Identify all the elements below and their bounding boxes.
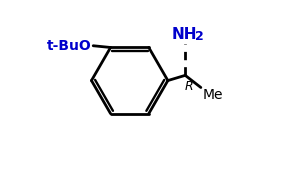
Text: 2: 2 [195,30,203,43]
Text: t-BuO: t-BuO [47,39,92,53]
Text: NH: NH [172,27,197,42]
Text: R: R [184,80,193,93]
Text: Me: Me [203,88,223,102]
